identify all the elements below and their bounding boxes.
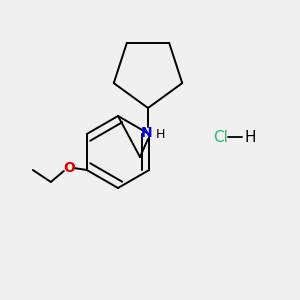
- Text: H: H: [155, 128, 165, 142]
- Text: Cl: Cl: [213, 130, 228, 145]
- Text: H: H: [244, 130, 256, 145]
- Text: N: N: [141, 126, 153, 140]
- Text: O: O: [63, 161, 75, 175]
